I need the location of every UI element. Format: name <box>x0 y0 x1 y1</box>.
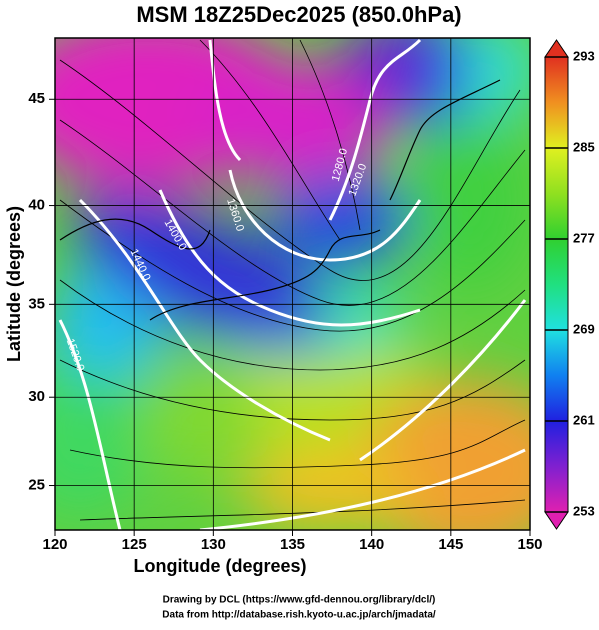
contours <box>58 38 527 530</box>
y-tick-label: 45 <box>28 90 45 107</box>
credit: Drawing by DCL (https://www.gfd-dennou.o… <box>163 595 436 606</box>
colorbar-tick-label: 285 <box>573 139 595 154</box>
colorbar-max-arrow <box>544 39 569 58</box>
colorbar-min-arrow <box>544 511 569 530</box>
y-tick-label: 35 <box>28 295 45 312</box>
colorbar-tick-label: 293 <box>573 48 595 63</box>
colorbar-tick-label: 261 <box>573 412 595 427</box>
y-axis-label: Latitude (degrees) <box>4 206 24 362</box>
y-tick-label: 40 <box>28 197 45 214</box>
streamlines <box>59 39 526 521</box>
x-tick-label: 140 <box>359 536 384 553</box>
x-tick-label: 145 <box>438 536 463 553</box>
credit: Data from http://database.rish.kyoto-u.a… <box>162 610 436 621</box>
x-axis-label: Longitude (degrees) <box>133 556 306 576</box>
x-tick-label: 150 <box>517 536 542 553</box>
colorbar-tick-label: 253 <box>573 503 595 518</box>
field <box>55 38 530 530</box>
colorbar <box>544 56 569 513</box>
title: MSM 18Z25Dec2025 (850.0hPa) <box>136 2 461 27</box>
colorbar-tick-label: 277 <box>573 230 595 245</box>
x-tick-label: 130 <box>201 536 226 553</box>
x-tick-label: 120 <box>42 536 67 553</box>
x-tick-label: 125 <box>122 536 147 553</box>
x-tick-label: 135 <box>280 536 305 553</box>
coastline <box>59 79 501 321</box>
y-tick-label: 30 <box>28 388 45 405</box>
colorbar-tick-label: 269 <box>573 321 595 336</box>
y-tick-label: 25 <box>28 476 45 493</box>
